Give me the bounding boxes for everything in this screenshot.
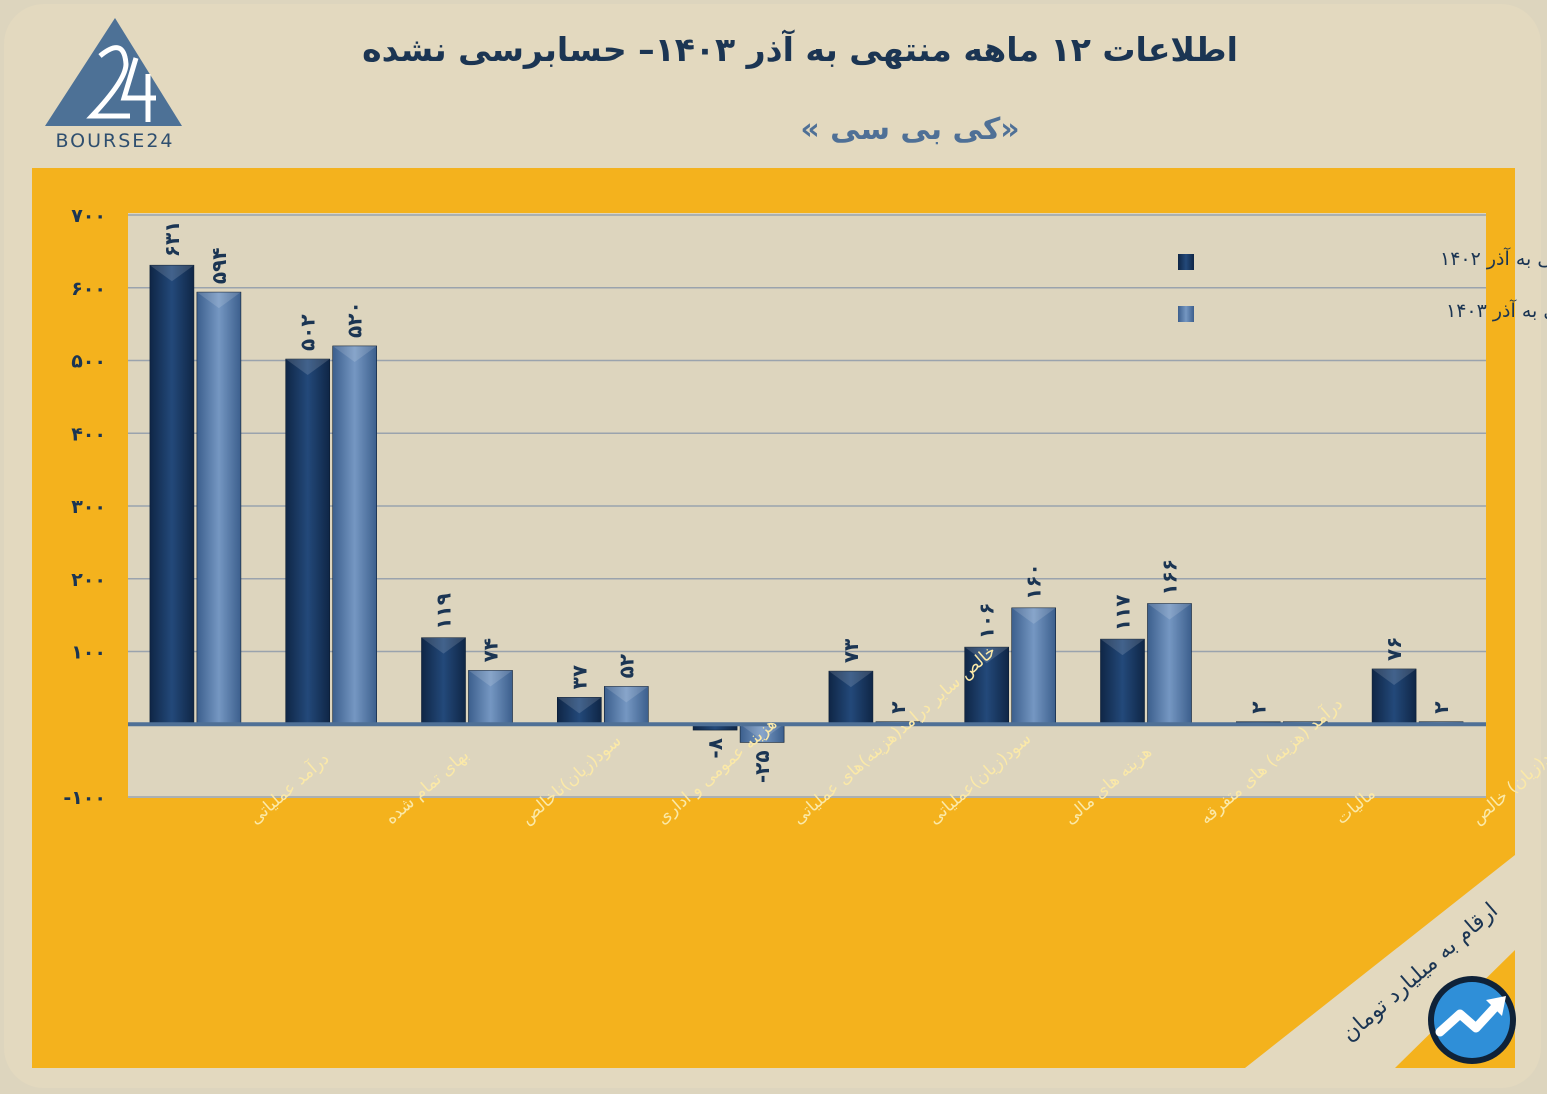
data-label-1403: ۵۲۰ [343, 301, 367, 338]
bar-bevel [1100, 639, 1145, 656]
logo-text: BOURSE24 [55, 130, 175, 152]
bar-1402 [285, 358, 331, 725]
y-tick-label: ۲۰۰ [71, 569, 106, 591]
data-label-1403: ۱۶۰ [1022, 563, 1046, 600]
data-label-1402: -۸ [703, 738, 727, 759]
data-label-1403: -۲۵ [750, 750, 774, 783]
bar-1402 [421, 637, 466, 725]
y-tick-label: ۳۰۰ [71, 496, 106, 518]
bar-bevel [196, 292, 241, 309]
bar-bevel [332, 345, 377, 362]
data-label-1402: ۳۷ [567, 665, 591, 689]
data-label-1403: ۲ [1429, 702, 1453, 714]
bar-bevel [149, 265, 194, 282]
bar-bevel [285, 359, 330, 376]
legend-label-1402: عملکرد منتهی به آذر ۱۴۰۲ [1440, 246, 1547, 270]
y-tick-label: -۱۰۰ [63, 787, 106, 809]
bar-1403 [196, 291, 242, 725]
bar-bevel [1011, 607, 1056, 624]
data-label-1403: ۵۲ [614, 654, 638, 678]
bar-1403 [1147, 603, 1192, 725]
bar-bevel [828, 671, 873, 688]
data-label-1402: ۱۱۷ [1111, 595, 1135, 632]
data-label-1402: ۷۳ [839, 639, 863, 663]
y-tick-label: ۴۰۰ [71, 423, 106, 445]
data-label-1403: ۵۹۴ [207, 247, 231, 284]
bar-1403 [603, 686, 649, 725]
logo-digit-4 [120, 57, 156, 122]
bar-1402 [964, 646, 1010, 725]
legend: عملکرد منتهی به آذر ۱۴۰۲ عملکرد منتهی به… [1178, 246, 1547, 322]
bar-1403 [332, 345, 378, 725]
data-label-1402: ۱۱۹ [432, 593, 456, 630]
bar-1402 [1371, 668, 1417, 725]
bar-1403 [468, 670, 513, 725]
y-tick-label: ۶۰۰ [71, 278, 106, 300]
bar-bevel [604, 686, 649, 703]
y-tick-label: ۱۰۰ [71, 642, 106, 664]
legend-label-1403: عملکرد منتهی به آذر ۱۴۰۳ [1446, 298, 1547, 322]
bar-bevel [964, 647, 1009, 664]
bar-1402 [556, 697, 602, 725]
data-label-1403: ۷۴ [479, 638, 503, 662]
bar-1402 [149, 264, 195, 725]
bar-bevel [1147, 603, 1192, 620]
y-tick-label: ۵۰۰ [71, 351, 106, 373]
y-tick-label: ۷۰۰ [71, 205, 106, 227]
bourse24-logo [45, 18, 182, 126]
legend-swatch-1402 [1178, 254, 1194, 270]
bar-1402 [1100, 638, 1145, 725]
bar-1403 [1011, 607, 1057, 725]
bar-bevel [421, 637, 466, 654]
bar-bevel [740, 724, 785, 741]
page-title: اطلاعات ۱۲ ماهه منتهی به آذر ۱۴۰۳– حسابر… [362, 30, 1238, 69]
data-label-1403: ۱۶۶ [1158, 559, 1182, 596]
data-label-1402: ۲ [1246, 702, 1270, 714]
trend-arrow-icon [1428, 976, 1516, 1064]
bar-1402 [828, 670, 874, 725]
company-name: «کی بی سی » [800, 112, 1020, 147]
legend-swatch-1403 [1178, 306, 1194, 322]
bar-bevel [557, 697, 602, 714]
bar-bevel [468, 670, 513, 687]
data-label-1402: ۵۰۲ [296, 314, 320, 351]
bar-bevel [1372, 668, 1417, 685]
data-label-1403: ۲ [886, 702, 910, 714]
data-label-1402: ۱۰۶ [975, 603, 999, 640]
logo-digit-2 [86, 45, 130, 119]
data-label-1402: ۶۳۱ [160, 221, 184, 258]
data-label-1402: ۷۶ [1382, 637, 1406, 661]
